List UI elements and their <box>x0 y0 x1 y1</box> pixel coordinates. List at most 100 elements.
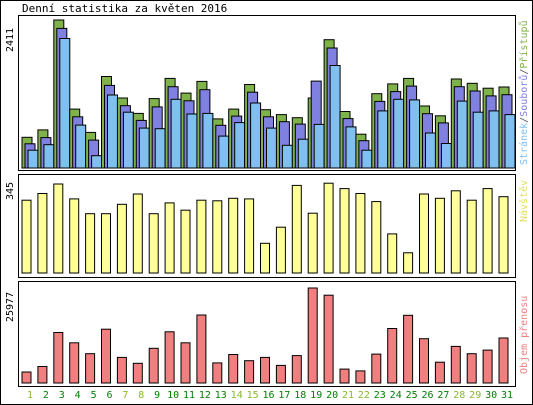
day-label-18: 18 <box>294 390 306 401</box>
bar-str-nek-day-10 <box>170 98 182 169</box>
day-label-20: 20 <box>326 390 338 401</box>
bar-traffic-day-28 <box>450 345 461 384</box>
day-label-26: 26 <box>421 390 433 401</box>
bar-traffic-day-21 <box>339 368 350 384</box>
day-label-6: 6 <box>106 390 112 401</box>
bar-str-nek-day-17 <box>281 144 293 169</box>
day-label-25: 25 <box>406 390 418 401</box>
bar-traffic-day-1 <box>21 371 32 384</box>
panel-visits-frame <box>18 174 516 278</box>
bar-str-nek-day-2 <box>43 144 55 169</box>
bar-str-nek-day-26 <box>425 132 436 169</box>
bar-traffic-day-27 <box>434 361 445 384</box>
legend-stranek: Stránek <box>518 123 530 165</box>
day-label-7: 7 <box>122 390 128 401</box>
bar-str-nek-day-4 <box>75 124 87 169</box>
legend-pristupu: Přístupů <box>518 20 530 68</box>
bar-traffic-day-20 <box>323 294 334 384</box>
bar-str-nek-day-6 <box>107 94 118 169</box>
bar-visits-day-17 <box>275 226 286 274</box>
day-label-14: 14 <box>231 390 243 401</box>
chart-title: Denní statistika za květen 2016 <box>22 2 228 15</box>
bar-traffic-day-16 <box>260 356 270 384</box>
bar-str-nek-day-31 <box>504 114 516 169</box>
bar-str-nek-day-7 <box>122 111 134 169</box>
bar-visits-day-18 <box>291 184 302 274</box>
bar-traffic-day-29 <box>466 353 477 384</box>
day-labels: 1 2 3 4 5 6 7 8 9 10 11 12 13 14 15 16 17 18 19 20 21 22 23 24 2… <box>27 390 513 401</box>
day-label-22: 22 <box>358 390 370 401</box>
bar-traffic-day-6 <box>101 328 111 384</box>
day-label-29: 29 <box>469 390 481 401</box>
panel-traffic: 25977 Objem přenosu <box>5 281 530 387</box>
panel-visits-legend: Návštěv <box>518 180 530 222</box>
bar-traffic-day-12 <box>196 314 207 384</box>
day-label-24: 24 <box>390 390 402 401</box>
panel-requests-legend: Stránek/Souborů/Přístupů <box>518 20 530 165</box>
bar-str-nek-day-22 <box>361 149 373 169</box>
day-label-13: 13 <box>215 390 227 401</box>
bar-traffic-day-3 <box>53 332 64 384</box>
day-label-21: 21 <box>342 390 354 401</box>
bar-visits-day-10 <box>164 202 175 274</box>
day-label-12: 12 <box>199 390 211 401</box>
day-label-8: 8 <box>138 390 144 401</box>
bar-visits-day-8 <box>132 193 143 274</box>
panel-requests-max-label: 2411 <box>5 28 16 52</box>
day-label-30: 30 <box>485 390 497 401</box>
day-label-2: 2 <box>43 390 49 401</box>
panel-traffic-legend: Objem přenosu <box>518 296 530 374</box>
day-label-17: 17 <box>278 390 290 401</box>
panel-traffic-bars <box>21 287 509 384</box>
bar-visits-day-29 <box>466 199 477 274</box>
bar-traffic-day-25 <box>403 314 414 384</box>
bar-traffic-day-26 <box>419 338 429 384</box>
bar-visits-day-26 <box>419 193 429 274</box>
legend-souboru: Souborů <box>518 75 530 117</box>
bar-visits-day-13 <box>212 200 223 274</box>
panel-requests-frame <box>18 15 516 171</box>
bar-str-nek-day-18 <box>297 138 309 169</box>
day-label-5: 5 <box>91 390 97 401</box>
day-label-1: 1 <box>27 390 33 401</box>
bar-visits-day-14 <box>228 197 239 274</box>
bar-str-nek-day-29 <box>472 111 484 169</box>
bar-visits-day-7 <box>116 203 127 274</box>
bar-str-nek-day-27 <box>440 143 452 169</box>
bar-str-nek-day-23 <box>377 110 389 169</box>
bar-traffic-day-14 <box>228 354 239 384</box>
bar-traffic-day-5 <box>85 353 96 384</box>
legend-slash-2: / <box>519 69 530 75</box>
panel-requests-bars <box>21 19 516 169</box>
bar-traffic-day-22 <box>355 370 366 384</box>
bar-traffic-day-19 <box>307 287 318 384</box>
bar-traffic-day-11 <box>180 342 191 384</box>
day-label-11: 11 <box>183 390 195 401</box>
bar-str-nek-day-9 <box>154 128 166 169</box>
bar-str-nek-day-19 <box>313 123 325 169</box>
bar-traffic-day-13 <box>212 362 223 384</box>
panel-traffic-frame <box>18 281 516 387</box>
bar-visits-day-3 <box>53 183 64 274</box>
day-label-9: 9 <box>154 390 160 401</box>
bar-visits-day-11 <box>180 209 191 274</box>
bar-traffic-day-8 <box>132 362 143 384</box>
bar-str-nek-day-3 <box>59 38 71 169</box>
bar-traffic-day-7 <box>116 356 127 384</box>
bar-traffic-day-31 <box>498 337 509 384</box>
bar-visits-day-24 <box>387 233 398 274</box>
bar-str-nek-day-12 <box>202 112 214 169</box>
bar-visits-day-28 <box>450 190 461 274</box>
bar-traffic-day-17 <box>275 364 286 384</box>
bar-visits-day-25 <box>403 252 414 274</box>
day-label-10: 10 <box>167 390 179 401</box>
bar-visits-day-15 <box>244 198 255 274</box>
bar-str-nek-day-15 <box>250 102 262 169</box>
bar-str-nek-day-16 <box>266 127 277 169</box>
day-label-28: 28 <box>453 390 465 401</box>
bar-traffic-day-18 <box>291 355 302 384</box>
bar-visits-day-4 <box>69 198 80 274</box>
bar-str-nek-day-25 <box>409 99 421 169</box>
bar-str-nek-day-11 <box>186 113 198 169</box>
